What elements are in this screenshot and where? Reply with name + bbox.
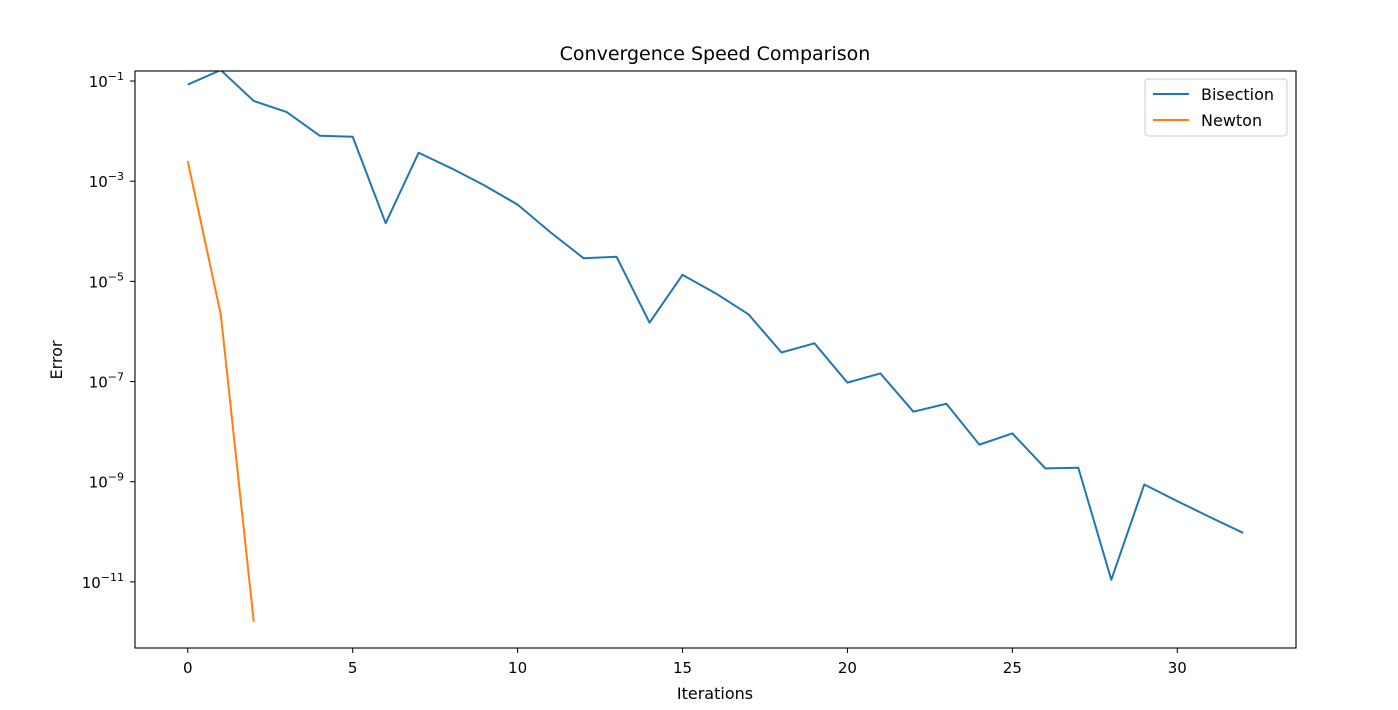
y-tick-label: 10−9 (89, 471, 124, 492)
y-tick-label: 10−5 (89, 270, 124, 291)
chart-title: Convergence Speed Comparison (560, 43, 871, 65)
x-tick-label: 15 (673, 659, 692, 677)
legend-label-bisection: Bisection (1201, 85, 1274, 104)
x-tick-label: 10 (508, 659, 527, 677)
y-tick-label: 10−7 (89, 371, 124, 392)
y-tick-label: 10−11 (82, 571, 124, 592)
x-tick-label: 30 (1168, 659, 1187, 677)
x-tick-label: 0 (183, 659, 193, 677)
y-tick-label: 10−1 (89, 70, 124, 91)
y-tick-label: 10−3 (89, 170, 124, 191)
series-line-newton (186, 161, 255, 622)
legend-label-newton: Newton (1201, 111, 1262, 130)
x-tick-label: 5 (348, 659, 358, 677)
y-axis-label: Error (47, 340, 66, 379)
plot-frame (134, 70, 1297, 649)
x-tick-label: 25 (1003, 659, 1022, 677)
x-tick-label: 20 (838, 659, 857, 677)
plot-area: 0 5 10 15 20 25 30 10−1 10−3 10−5 10−7 10−9 10−11 Bis… (82, 70, 1297, 677)
series-line-bisection (187, 71, 1244, 581)
x-axis-label: Iterations (677, 684, 753, 703)
